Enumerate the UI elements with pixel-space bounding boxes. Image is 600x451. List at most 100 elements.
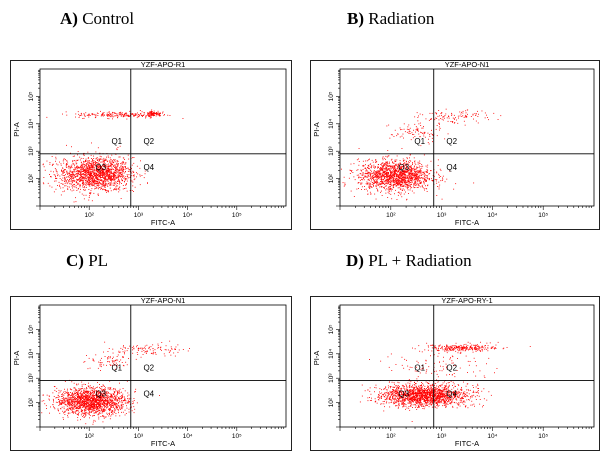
data-point [411,190,413,192]
data-point [131,403,133,405]
data-point [95,188,97,189]
data-point [71,179,73,181]
data-point [111,171,112,173]
data-point [50,406,51,408]
data-point [109,388,110,390]
data-point [89,394,91,395]
data-point [394,179,396,181]
data-point [135,115,136,116]
data-point [100,166,102,167]
data-point [113,165,115,167]
data-point [128,394,130,396]
data-point [412,162,413,164]
data-point [93,181,94,183]
data-point [423,171,425,173]
data-point [93,172,95,173]
data-point [92,165,94,167]
data-point [423,181,425,183]
data-point [362,165,364,167]
data-point [413,157,415,159]
data-point [83,393,85,394]
data-point [100,175,101,176]
data-point [120,172,122,174]
data-point [68,401,70,403]
data-point [105,391,107,393]
data-point [92,159,93,160]
data-point [437,115,439,117]
data-point [84,395,86,397]
data-point [87,173,89,175]
data-point [373,185,374,186]
data-point [420,181,422,183]
data-point [103,397,104,399]
data-point [432,141,433,143]
data-point [380,191,381,193]
data-point [370,163,372,165]
data-point [364,176,366,178]
data-point [408,166,410,167]
data-point [89,183,90,185]
data-point [404,165,406,166]
data-point [79,156,81,158]
data-point [87,115,89,116]
data-point [389,177,391,179]
data-point [63,391,64,393]
data-point [386,183,388,185]
data-point [416,170,418,172]
data-point [87,178,89,180]
data-point [379,168,381,170]
data-point [63,418,64,420]
data-point [384,170,386,172]
data-point [119,396,121,398]
data-point [96,181,97,183]
data-point [376,175,378,177]
data-point [88,184,90,186]
data-point [89,192,91,194]
data-point [358,164,360,166]
data-point [64,178,66,180]
data-point [100,186,102,188]
data-point [375,159,377,161]
data-point [119,167,121,169]
data-point [375,161,377,163]
data-point [401,166,403,168]
data-point [387,166,389,167]
data-point [111,396,113,398]
data-point [382,171,384,173]
data-point [150,115,152,117]
data-point [100,183,102,185]
data-point [115,167,117,169]
data-point [402,173,403,174]
data-point [75,399,76,401]
data-point [369,188,371,189]
data-point [103,408,105,410]
data-point [416,129,418,130]
data-point [65,164,67,166]
data-point [101,114,103,116]
data-point [406,131,408,133]
data-point [399,164,401,166]
data-point [378,171,379,173]
data-point [117,183,118,184]
data-point [121,395,123,397]
data-point [122,406,124,408]
data-point [104,388,105,390]
data-point [410,178,412,179]
data-point [110,161,112,163]
data-point [369,187,370,189]
data-point [72,155,74,157]
data-point [107,191,109,193]
data-point [414,136,416,137]
data-point [71,408,73,410]
data-point [385,158,386,160]
data-point [87,169,89,171]
data-point [61,171,63,172]
data-point [149,115,151,116]
data-point [475,120,477,122]
data-point [400,172,402,174]
data-point [91,175,93,176]
data-point [402,176,404,178]
data-point [101,398,103,399]
data-point [86,390,88,392]
data-point [403,179,405,181]
